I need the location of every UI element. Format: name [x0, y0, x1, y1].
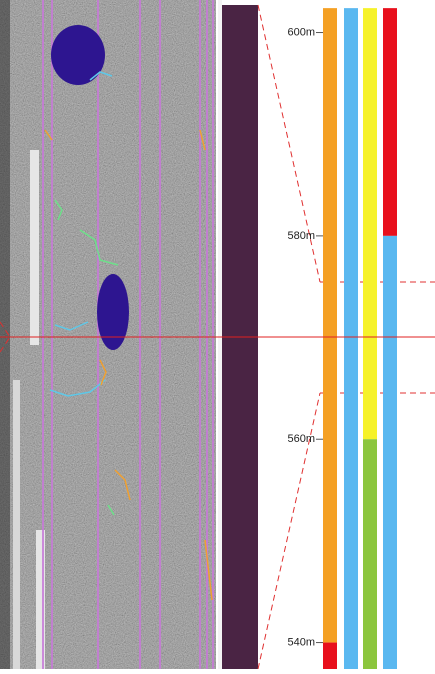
bright-band — [13, 380, 20, 669]
lithology-segment — [323, 8, 337, 643]
lithology-segment — [383, 8, 397, 236]
bright-band — [30, 150, 39, 345]
zoom-guides — [0, 4, 435, 670]
lithology-segment — [363, 8, 377, 440]
depth-label: 580m — [287, 230, 315, 242]
separator — [218, 0, 222, 669]
fracture-traces — [44, 71, 213, 601]
lithology-segment — [363, 439, 377, 669]
lithology-segment — [344, 8, 358, 670]
depth-label: 540m — [287, 636, 315, 648]
cavity-blob — [51, 25, 105, 85]
lithology-segment — [323, 642, 337, 669]
depth-label: 560m — [287, 433, 315, 445]
depth-label: 600m — [287, 26, 315, 38]
image-log — [0, 0, 258, 669]
image-edge — [0, 0, 10, 669]
bright-band — [36, 530, 45, 669]
lithology-segment — [383, 235, 397, 669]
cavity-blob — [97, 274, 129, 350]
